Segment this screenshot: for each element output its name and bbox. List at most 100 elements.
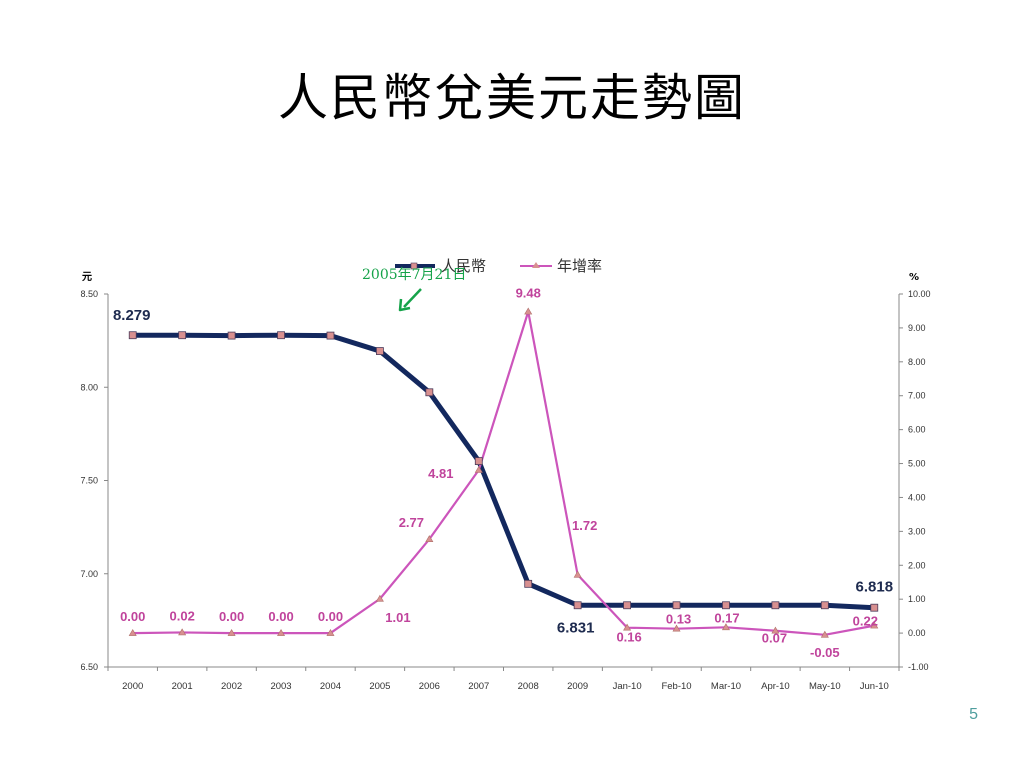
rate-data-label: 0.00 <box>268 609 293 624</box>
left-tick-label: 8.50 <box>80 289 98 299</box>
left-tick-label: 8.00 <box>80 382 98 392</box>
right-tick-label: 9.00 <box>908 323 926 333</box>
rate-data-label: 9.48 <box>516 286 541 301</box>
legend-marker-rmb <box>410 262 418 270</box>
rmb-point <box>474 457 483 466</box>
legend: 人民幣 年增率 <box>395 257 602 275</box>
rate-data-label: 0.17 <box>714 610 739 625</box>
rate-point <box>277 628 286 636</box>
rate-point <box>573 570 582 578</box>
left-tick-label: 7.00 <box>80 569 98 579</box>
rmb-point <box>573 601 582 610</box>
annotation-arrow-head <box>398 298 411 312</box>
rmb-point <box>227 331 236 340</box>
rate-point <box>375 594 384 602</box>
right-tick-label: -1.00 <box>908 662 929 672</box>
rmb-point <box>623 601 631 610</box>
right-tick-label: 7.00 <box>908 391 926 401</box>
legend-marker-rate <box>532 262 540 268</box>
x-tick-label: 2009 <box>567 681 588 692</box>
rate-data-label: 2.77 <box>399 515 424 530</box>
x-tick-label: 2001 <box>172 681 193 692</box>
rate-data-label: 0.00 <box>219 609 244 624</box>
rate-data-label: 0.22 <box>853 614 878 629</box>
x-tick-label: 2008 <box>518 681 539 692</box>
rmb-point <box>771 601 780 610</box>
annotation-arrow <box>403 288 422 308</box>
x-tick-label: Jan-10 <box>613 681 642 692</box>
right-tick-label: 0.00 <box>908 628 926 638</box>
slide-title: 人民幣兌美元走勢圖 <box>278 69 746 127</box>
right-tick-label: 4.00 <box>908 492 926 502</box>
rate-data-label: 4.81 <box>428 466 453 481</box>
rate-data-label: 0.02 <box>170 608 195 623</box>
x-tick-label: 2006 <box>419 681 440 692</box>
right-tick-label: 2.00 <box>908 560 926 570</box>
rate-point <box>721 623 730 631</box>
series-line-rate <box>132 310 875 636</box>
page-number: 5 <box>969 706 978 723</box>
x-tick-label: Apr-10 <box>761 681 790 692</box>
rmb-point <box>722 601 730 610</box>
series-lines <box>128 307 879 638</box>
left-axis-unit: 元 <box>82 271 92 283</box>
rate-point <box>672 624 681 632</box>
right-axis-unit: % <box>909 272 919 283</box>
rate-point <box>178 628 187 636</box>
x-tick-label: 2003 <box>270 681 291 692</box>
rmb-point <box>128 331 137 340</box>
rate-point <box>474 465 483 473</box>
x-tick-label: 2005 <box>369 681 390 692</box>
x-tick-label: Feb-10 <box>661 681 691 692</box>
rate-point <box>326 628 335 636</box>
rate-data-label: 0.07 <box>762 631 787 646</box>
rate-point <box>623 623 632 631</box>
rate-data-label: 0.13 <box>666 612 691 627</box>
rate-point <box>128 628 137 636</box>
right-tick-label: 8.00 <box>908 357 926 367</box>
right-tick-label: 5.00 <box>908 459 926 469</box>
rmb-point <box>425 388 434 397</box>
legend-label-rate: 年增率 <box>557 257 602 275</box>
rate-data-label: 1.01 <box>385 610 410 625</box>
x-tick-label: 2004 <box>320 681 341 692</box>
rate-data-label: 0.00 <box>120 609 145 624</box>
rmb-point <box>326 331 335 340</box>
x-tick-label: 2007 <box>468 681 489 692</box>
right-tick-label: 1.00 <box>908 594 926 604</box>
rmb-point <box>672 601 681 610</box>
rmb-point <box>820 601 829 610</box>
right-tick-label: 6.00 <box>908 425 926 435</box>
rmb-point <box>277 331 285 340</box>
rmb-point <box>376 347 384 355</box>
rmb-point <box>524 579 533 588</box>
rmb-data-label: 8.279 <box>113 307 151 324</box>
rate-point <box>820 630 829 638</box>
rate-data-label: -0.05 <box>810 645 840 660</box>
left-tick-label: 6.50 <box>80 662 98 672</box>
x-tick-label: 2002 <box>221 681 242 692</box>
rmb-point <box>870 603 879 612</box>
rate-data-label: 0.16 <box>616 630 641 645</box>
x-tick-label: 2000 <box>122 681 143 692</box>
series-line-rmb <box>132 332 875 611</box>
annotation-text: 2005年7月21日 <box>362 267 466 283</box>
rate-point <box>870 621 879 629</box>
rate-point <box>524 307 533 315</box>
rate-point <box>771 626 780 634</box>
axes: 8.50 8.00 7.50 7.00 6.50 10.00 9.00 8.00 7.00 6.0… <box>80 271 930 692</box>
rmb-data-label: 6.831 <box>557 619 595 636</box>
rate-data-label: 1.72 <box>572 518 597 533</box>
left-tick-label: 7.50 <box>80 476 98 486</box>
right-tick-label: 10.00 <box>908 289 931 299</box>
rate-point <box>425 535 434 542</box>
x-tick-label: Jun-10 <box>860 681 889 692</box>
rate-data-label: 0.00 <box>318 609 343 624</box>
rate-point <box>227 628 236 636</box>
x-tick-label: Mar-10 <box>711 681 741 692</box>
annotation: 2005年7月21日 <box>362 267 466 312</box>
x-tick-label: May-10 <box>809 681 841 692</box>
data-labels: 0.00 0.02 0.00 0.00 0.00 1.01 2.77 4.81 9.48 1.72… <box>113 286 893 660</box>
rmb-point <box>178 331 187 340</box>
